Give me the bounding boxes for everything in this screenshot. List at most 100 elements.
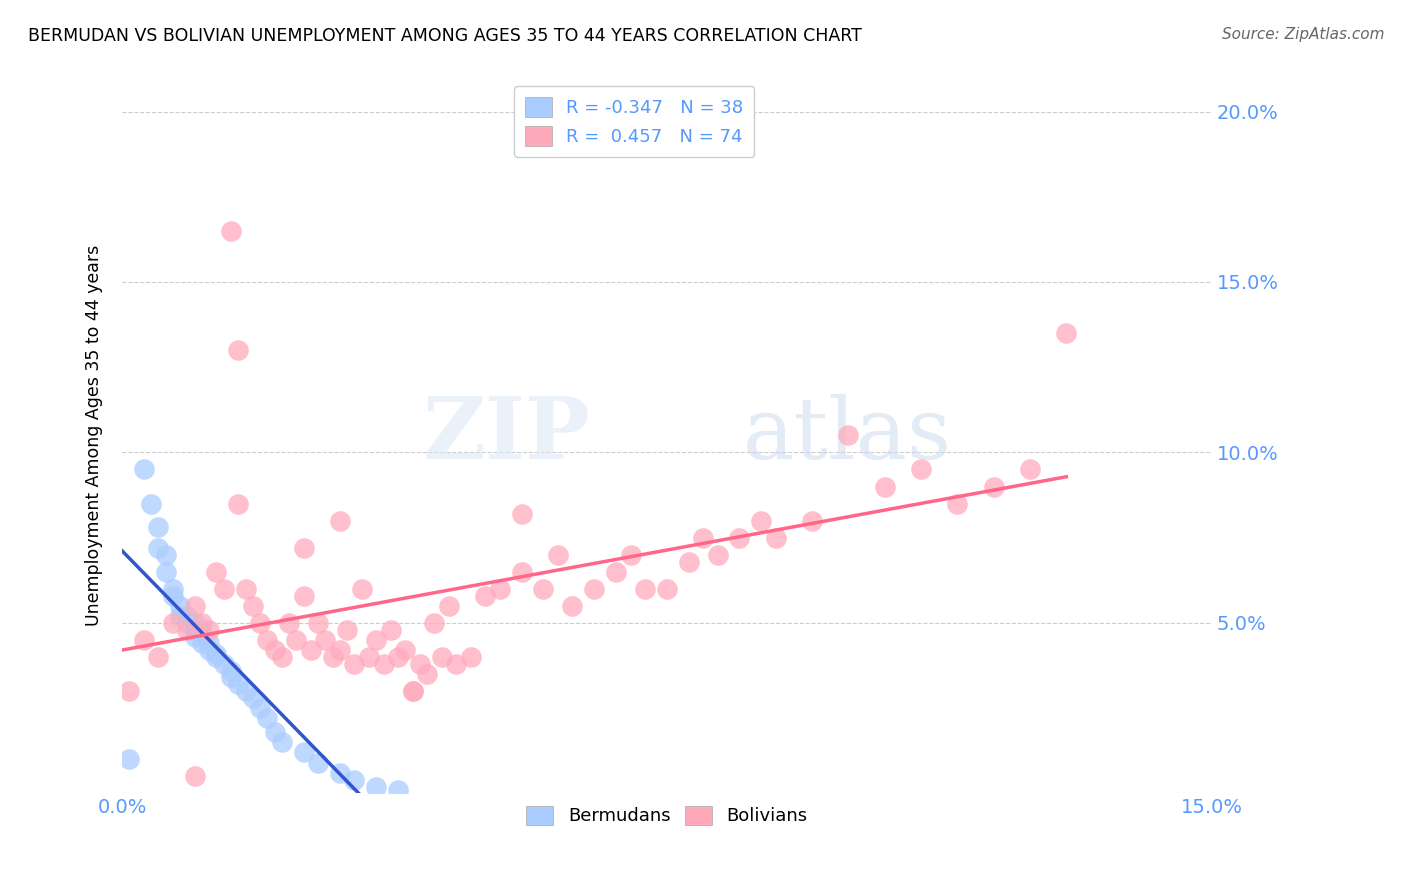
Point [132,632,155,647]
Point [183,615,205,630]
Point [176,609,198,624]
Point [873,479,896,493]
Point [219,224,242,238]
Point [148,541,170,555]
Point [235,684,257,698]
Point [299,643,322,657]
Point [235,582,257,596]
Point [278,615,301,630]
Point [583,582,606,596]
Point [910,462,932,476]
Point [256,632,278,647]
Point [488,582,510,596]
Point [162,582,184,596]
Point [263,643,285,657]
Point [270,735,292,749]
Point [191,615,214,630]
Point [678,555,700,569]
Point [183,630,205,644]
Point [373,657,395,671]
Point [531,582,554,596]
Point [394,643,416,657]
Point [183,623,205,637]
Point [162,589,184,603]
Point [350,582,373,596]
Text: atlas: atlas [744,393,952,477]
Point [132,462,155,476]
Point [946,497,969,511]
Point [655,582,678,596]
Point [198,636,221,650]
Point [191,626,214,640]
Point [801,514,824,528]
Text: ZIP: ZIP [423,393,591,477]
Point [387,783,409,797]
Point [437,599,460,613]
Point [765,531,787,545]
Point [118,752,141,766]
Point [366,780,388,794]
Point [270,650,292,665]
Point [219,670,242,684]
Point [357,650,380,665]
Point [366,632,388,647]
Point [292,589,315,603]
Point [634,582,657,596]
Point [263,725,285,739]
Point [692,531,714,545]
Point [198,623,221,637]
Point [474,589,496,603]
Point [183,769,205,783]
Point [561,599,583,613]
Point [416,667,439,681]
Point [322,650,344,665]
Point [155,548,177,562]
Point [307,615,329,630]
Point [226,343,249,358]
Point [169,599,191,613]
Point [547,548,569,562]
Point [219,664,242,678]
Point [249,701,271,715]
Point [401,684,423,698]
Point [292,541,315,555]
Point [155,565,177,579]
Point [728,531,751,545]
Point [176,615,198,630]
Text: Source: ZipAtlas.com: Source: ZipAtlas.com [1222,27,1385,42]
Point [460,650,482,665]
Point [162,615,184,630]
Point [205,647,228,661]
Point [242,599,264,613]
Point [387,650,409,665]
Point [314,632,336,647]
Point [307,756,329,770]
Point [1054,326,1077,340]
Point [183,599,205,613]
Point [256,711,278,725]
Point [285,632,308,647]
Point [139,497,162,511]
Point [212,582,235,596]
Point [343,657,366,671]
Point [242,690,264,705]
Point [510,565,533,579]
Point [401,684,423,698]
Point [329,514,352,528]
Point [118,684,141,698]
Legend: Bermudans, Bolivians: Bermudans, Bolivians [517,797,817,834]
Point [212,657,235,671]
Point [329,643,352,657]
Point [336,623,359,637]
Point [226,677,249,691]
Point [605,565,627,579]
Point [249,615,271,630]
Point [430,650,453,665]
Point [148,650,170,665]
Point [148,520,170,534]
Text: BERMUDAN VS BOLIVIAN UNEMPLOYMENT AMONG AGES 35 TO 44 YEARS CORRELATION CHART: BERMUDAN VS BOLIVIAN UNEMPLOYMENT AMONG … [28,27,862,45]
Point [292,746,315,760]
Point [510,507,533,521]
Point [226,497,249,511]
Point [205,650,228,665]
